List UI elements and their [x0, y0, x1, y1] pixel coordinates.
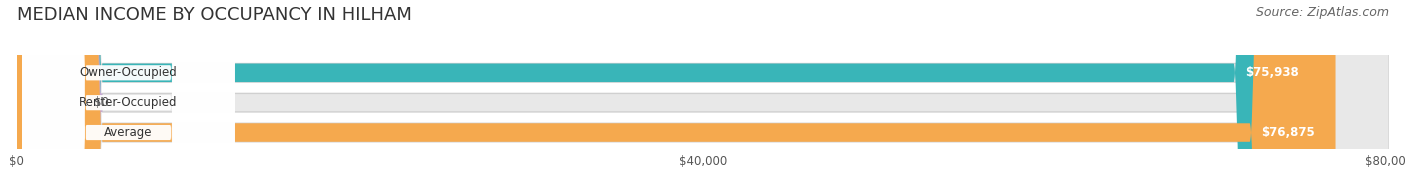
Text: $75,938: $75,938 [1246, 66, 1299, 79]
Text: $0: $0 [94, 96, 108, 109]
Text: Owner-Occupied: Owner-Occupied [80, 66, 177, 79]
Text: MEDIAN INCOME BY OCCUPANCY IN HILHAM: MEDIAN INCOME BY OCCUPANCY IN HILHAM [17, 6, 412, 24]
FancyBboxPatch shape [22, 0, 235, 196]
FancyBboxPatch shape [17, 0, 1319, 196]
FancyBboxPatch shape [0, 0, 103, 196]
FancyBboxPatch shape [17, 0, 1389, 196]
FancyBboxPatch shape [17, 0, 1336, 196]
Text: Average: Average [104, 126, 153, 139]
FancyBboxPatch shape [22, 0, 235, 196]
Text: $76,875: $76,875 [1261, 126, 1315, 139]
Text: Renter-Occupied: Renter-Occupied [79, 96, 177, 109]
FancyBboxPatch shape [22, 0, 235, 196]
FancyBboxPatch shape [17, 0, 1389, 196]
FancyBboxPatch shape [17, 0, 1389, 196]
Text: Source: ZipAtlas.com: Source: ZipAtlas.com [1256, 6, 1389, 19]
